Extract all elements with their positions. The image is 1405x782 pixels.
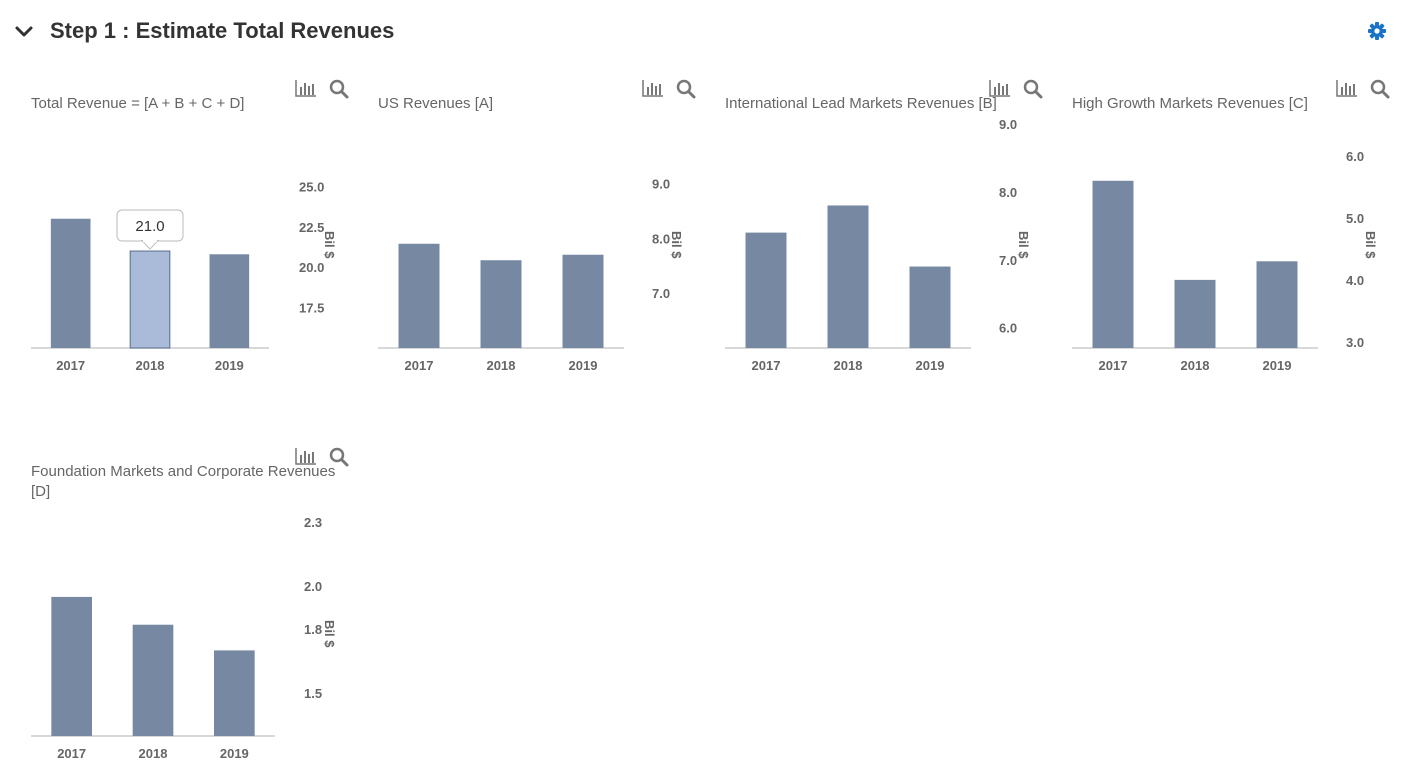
chevron-down-icon[interactable] (14, 22, 34, 42)
bar-chart-icon[interactable] (295, 446, 317, 468)
y-tick-label: 5.0 (1346, 211, 1364, 226)
chart-title: High Growth Markets Revenues [C] (1072, 95, 1308, 112)
y-tick-label: 7.0 (652, 286, 670, 301)
x-tick-label: 2019 (220, 746, 249, 761)
y-tick-label: 8.0 (652, 231, 670, 246)
search-icon[interactable] (1022, 78, 1044, 100)
chart-panel-total-revenue: Total Revenue = [A + B + C + D] 17.5 20.0… (31, 78, 371, 418)
bar[interactable] (909, 266, 951, 348)
y-tick-label: 7.0 (999, 253, 1017, 268)
y-axis-unit: Bil $ (322, 231, 337, 259)
y-tick-label: 8.0 (999, 185, 1017, 200)
y-tick-label: 3.0 (1346, 335, 1364, 350)
x-tick-label: 2019 (916, 358, 945, 373)
bar[interactable] (214, 650, 255, 736)
bar-chart-icon[interactable] (295, 78, 317, 100)
chart-title: International Lead Markets Revenues [B] (725, 95, 997, 112)
bar[interactable] (827, 205, 869, 348)
chart-panel-high-growth-markets: High Growth Markets Revenues [C] 3.0 4.0 5… (1072, 78, 1405, 418)
y-tick-label: 25.0 (299, 179, 324, 194)
bar[interactable] (209, 254, 250, 348)
bar[interactable] (398, 243, 440, 348)
search-icon[interactable] (675, 78, 697, 100)
bar[interactable] (1174, 279, 1216, 348)
y-axis-unit: Bil $ (669, 231, 684, 259)
y-tick-label: 9.0 (999, 117, 1017, 132)
x-tick-label: 2019 (1263, 358, 1292, 373)
y-axis-unit: Bil $ (1016, 231, 1031, 259)
x-tick-label: 2018 (136, 358, 165, 373)
bar[interactable] (745, 232, 787, 348)
section-header: Step 1 : Estimate Total Revenues (0, 0, 1405, 62)
search-icon[interactable] (328, 446, 350, 468)
bar-chart: 1.5 1.8 2.0 2.3 Bil $ 2017 2018 2019 (31, 515, 337, 761)
chart-panel-us-revenues: US Revenues [A] 7.0 8.0 9.0 Bil $ 2017 2018 20… (378, 78, 718, 418)
x-tick-label: 2017 (56, 358, 85, 373)
chart-title: Total Revenue = [A + B + C + D] (31, 95, 245, 112)
bar-chart-icon[interactable] (989, 78, 1011, 100)
x-tick-label: 2017 (405, 358, 434, 373)
bar[interactable] (480, 260, 522, 348)
y-tick-label: 17.5 (299, 301, 324, 316)
bar[interactable] (51, 596, 92, 736)
x-tick-label: 2017 (752, 358, 781, 373)
y-axis-unit: Bil $ (1363, 231, 1378, 259)
bar-chart-icon[interactable] (1336, 78, 1358, 100)
chart-title: US Revenues [A] (378, 95, 494, 112)
section-title: Step 1 : Estimate Total Revenues (50, 18, 395, 43)
tooltip-value: 21.0 (135, 218, 164, 235)
bar-chart: 6.0 7.0 8.0 9.0 Bil $ 2017 2018 2019 (725, 117, 1031, 373)
y-tick-label: 4.0 (1346, 273, 1364, 288)
tooltip: 21.0 (116, 209, 184, 250)
x-tick-label: 2018 (834, 358, 863, 373)
y-axis-unit: Bil $ (322, 620, 337, 648)
bar[interactable] (562, 254, 604, 348)
x-tick-label: 2018 (487, 358, 516, 373)
y-tick-label: 2.0 (304, 579, 322, 594)
chart-title: Foundation Markets and Corporate Revenue… (31, 463, 336, 500)
x-tick-label: 2019 (215, 358, 244, 373)
y-tick-label: 6.0 (1346, 149, 1364, 164)
y-tick-label: 2.3 (304, 515, 322, 530)
x-tick-label: 2017 (57, 746, 86, 761)
x-tick-label: 2018 (1181, 358, 1210, 373)
bar[interactable] (132, 624, 174, 736)
gear-icon[interactable] (1367, 21, 1387, 41)
bar[interactable] (129, 250, 171, 349)
bar-chart-icon[interactable] (642, 78, 664, 100)
y-tick-label: 20.0 (299, 260, 324, 275)
y-tick-label: 1.8 (304, 622, 322, 637)
bar[interactable] (1092, 180, 1134, 348)
chart-panel-foundation-markets: Foundation Markets and Corporate Revenue… (31, 446, 371, 782)
y-tick-label: 22.5 (299, 220, 324, 235)
bar-chart: 3.0 4.0 5.0 6.0 Bil $ 2017 2018 2019 (1072, 149, 1378, 373)
bar-chart: 7.0 8.0 9.0 Bil $ 2017 2018 2019 (378, 176, 684, 373)
chart-panel-international-lead-markets: International Lead Markets Revenues [B] … (725, 78, 1065, 418)
search-icon[interactable] (328, 78, 350, 100)
bar[interactable] (1256, 261, 1298, 348)
x-tick-label: 2019 (569, 358, 598, 373)
y-tick-label: 1.5 (304, 686, 322, 701)
bar[interactable] (50, 218, 91, 348)
y-tick-label: 6.0 (999, 321, 1017, 336)
x-tick-label: 2017 (1099, 358, 1128, 373)
x-tick-label: 2018 (139, 746, 168, 761)
search-icon[interactable] (1369, 78, 1391, 100)
bar-chart: 17.5 20.0 22.5 25.0 Bil $ 2017 2018 21.0 2019 (31, 179, 337, 373)
y-tick-label: 9.0 (652, 176, 670, 191)
